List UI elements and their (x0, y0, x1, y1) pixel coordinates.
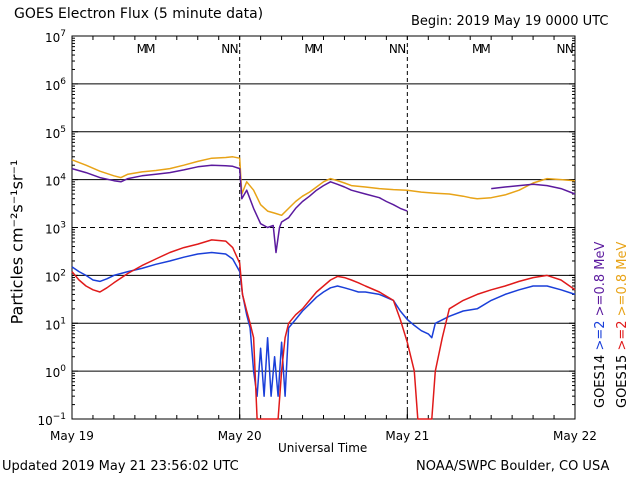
mn-marker: M (313, 42, 323, 56)
chart-title: GOES Electron Flux (5 minute data) (14, 6, 264, 22)
legend-column: GOES15 >=2 >=0.8 MeV (615, 242, 630, 408)
y-tick-label: 10−1 (37, 412, 66, 428)
mn-marker: N (397, 42, 406, 56)
x-tick-label: May 22 (553, 429, 597, 443)
x-tick-label: May 20 (218, 429, 262, 443)
mn-marker: N (557, 42, 566, 56)
mn-markers: MM N N MM N N MM N N (137, 42, 574, 56)
series-line (71, 156, 576, 217)
mn-marker: M (472, 42, 482, 56)
y-tick-label: 106 (45, 77, 66, 93)
x-axis-label: Universal Time (278, 441, 368, 455)
series-line (71, 164, 576, 254)
series-line (71, 239, 576, 420)
y-tick-label: 104 (45, 173, 66, 189)
mn-marker: N (221, 42, 230, 56)
axis-ticks: 10−1 100 101 102 103 104 105 106 107 May 19 May 20… (37, 29, 597, 443)
mn-marker: N (565, 42, 574, 56)
gridlines (72, 83, 575, 372)
x-tick-label: May 19 (50, 429, 94, 443)
data-lines (71, 156, 576, 420)
legend-entry: >=0.8 MeV (615, 242, 630, 321)
legend-column: GOES14 >=2 >=0.8 MeV (593, 242, 608, 408)
mn-marker: M (480, 42, 490, 56)
y-tick-label: 101 (45, 316, 66, 332)
x-tick-label: May 21 (385, 429, 429, 443)
legend-entry: GOES14 (593, 355, 608, 408)
y-tick-label: 107 (45, 29, 66, 45)
mn-marker: N (389, 42, 398, 56)
legend-entry: GOES15 (615, 355, 630, 408)
mn-marker: M (145, 42, 155, 56)
legend-entry: >=2 (615, 320, 630, 354)
legend-entry: >=0.8 MeV (593, 242, 608, 321)
series-line (71, 251, 576, 397)
mn-marker: M (137, 42, 147, 56)
mn-marker: N (230, 42, 239, 56)
y-tick-label: 100 (45, 364, 66, 380)
legend-entry: >=2 (593, 320, 608, 354)
credit-text: NOAA/SWPC Boulder, CO USA (416, 459, 610, 474)
y-tick-label: 105 (45, 125, 66, 141)
day-dividers (239, 36, 408, 419)
updated-timestamp: Updated 2019 May 21 23:56:02 UTC (2, 459, 239, 474)
y-tick-label: 102 (45, 268, 66, 284)
y-tick-label: 103 (45, 221, 66, 237)
mn-marker: M (304, 42, 314, 56)
begin-time: Begin: 2019 May 19 0000 UTC (411, 14, 609, 29)
